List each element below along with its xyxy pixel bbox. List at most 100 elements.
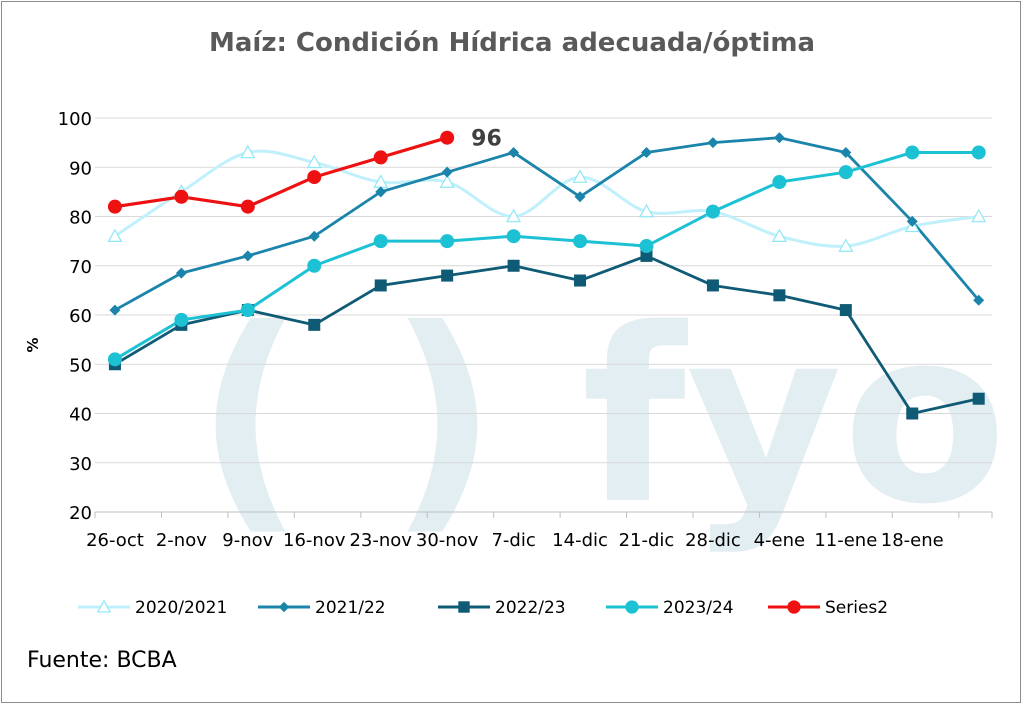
data-label: 96 bbox=[471, 127, 502, 152]
data-point-2023-24 bbox=[240, 303, 255, 318]
data-point-2020-2021 bbox=[572, 169, 588, 183]
data-point-series2 bbox=[440, 130, 455, 145]
y-axis-label: % bbox=[24, 337, 42, 352]
y-tick-label: 20 bbox=[69, 503, 92, 524]
legend-marker-series2 bbox=[787, 600, 801, 614]
data-point-2023-24 bbox=[971, 145, 986, 160]
data-point-series2 bbox=[307, 170, 322, 185]
x-tick-label: 28-dic bbox=[685, 530, 741, 551]
data-point-2021-22 bbox=[973, 294, 985, 306]
data-point-2023-24 bbox=[440, 234, 455, 249]
data-point-2022-23 bbox=[839, 304, 852, 317]
source-note: Fuente: BCBA bbox=[27, 648, 177, 673]
y-tick-label: 100 bbox=[58, 109, 92, 130]
data-point-2022-23 bbox=[308, 318, 321, 331]
data-point-2021-22 bbox=[242, 250, 254, 262]
data-point-2021-22 bbox=[773, 132, 785, 144]
data-point-2023-24 bbox=[573, 234, 588, 249]
data-point-series2 bbox=[373, 150, 388, 165]
data-point-2021-22 bbox=[441, 166, 453, 178]
x-tick-label: 9-nov bbox=[222, 530, 273, 551]
series-line-2023-24 bbox=[113, 150, 981, 361]
y-tick-label: 50 bbox=[69, 355, 92, 376]
x-tick-label: 14-dic bbox=[552, 530, 608, 551]
data-point-2021-22 bbox=[109, 304, 121, 316]
watermark: ( ) fyo bbox=[195, 277, 1007, 557]
x-tick-labels: 26-oct 2-nov 9-nov 16-nov 23-nov 30-nov 7-dic 1… bbox=[86, 512, 993, 551]
data-point-2020-2021 bbox=[971, 208, 987, 223]
x-tick-label: 16-nov bbox=[283, 530, 346, 551]
series-markers bbox=[107, 130, 987, 420]
data-point-2022-23 bbox=[374, 279, 387, 292]
data-point-2023-24 bbox=[838, 165, 853, 180]
data-point-2021-22 bbox=[574, 191, 586, 203]
data-point-2023-24 bbox=[107, 352, 122, 367]
data-point-2020-2021 bbox=[107, 228, 123, 242]
series-line-series2 bbox=[113, 136, 449, 209]
data-point-2020-2021 bbox=[838, 238, 854, 252]
data-point-2023-24 bbox=[705, 204, 720, 219]
data-point-2021-22 bbox=[375, 186, 387, 198]
x-tick-label: 18-ene bbox=[881, 530, 944, 551]
data-point-2022-23 bbox=[706, 279, 719, 292]
y-tick-labels: 20 30 40 50 60 70 80 90 100 bbox=[58, 109, 92, 524]
data-point-2020-2021 bbox=[439, 174, 455, 188]
x-tick-label: 2-nov bbox=[156, 530, 207, 551]
data-point-2023-24 bbox=[639, 239, 654, 254]
data-point-2023-24 bbox=[772, 175, 787, 190]
x-tick-label: 4-ene bbox=[754, 530, 806, 551]
data-point-2020-2021 bbox=[306, 154, 322, 169]
data-point-2023-24 bbox=[307, 258, 322, 273]
data-point-2022-23 bbox=[773, 289, 786, 302]
legend-marker-2021-22 bbox=[278, 601, 290, 613]
data-point-2021-22 bbox=[906, 215, 918, 227]
chart-title: Maíz: Condición Hídrica adecuada/óptima bbox=[209, 28, 815, 58]
y-tick-label: 80 bbox=[69, 208, 92, 229]
data-point-2021-22 bbox=[308, 230, 320, 242]
data-point-2021-22 bbox=[175, 267, 187, 279]
annotations: 96 bbox=[471, 127, 502, 152]
series-line-2022-23 bbox=[113, 254, 981, 415]
data-point-2020-2021 bbox=[771, 228, 787, 242]
legend-marker-2020-2021 bbox=[96, 599, 112, 613]
gridlines bbox=[95, 117, 992, 513]
y-tick-label: 90 bbox=[69, 158, 92, 179]
data-point-2021-22 bbox=[508, 146, 520, 158]
legend-label: Series2 bbox=[825, 598, 888, 618]
data-point-2022-23 bbox=[972, 392, 985, 405]
x-tick-label: 7-dic bbox=[491, 530, 535, 551]
series-line-2021-22 bbox=[113, 136, 981, 312]
data-point-2022-23 bbox=[640, 249, 653, 262]
data-point-series2 bbox=[107, 199, 122, 214]
y-tick-label: 60 bbox=[69, 306, 92, 327]
data-point-2023-24 bbox=[905, 145, 920, 160]
data-point-2022-23 bbox=[574, 274, 587, 287]
data-point-2020-2021 bbox=[506, 208, 522, 223]
legend-label: 2020/2021 bbox=[135, 598, 227, 618]
data-point-2021-22 bbox=[840, 146, 852, 158]
legend-marker-2023-24 bbox=[625, 600, 639, 614]
x-tick-label: 11-ene bbox=[814, 530, 877, 551]
data-point-2023-24 bbox=[506, 229, 521, 244]
data-point-2022-23 bbox=[441, 269, 454, 282]
x-tick-label: 26-oct bbox=[86, 530, 144, 551]
x-tick-label: 23-nov bbox=[349, 530, 412, 551]
data-point-2020-2021 bbox=[240, 144, 256, 159]
data-point-series2 bbox=[174, 189, 189, 204]
y-tick-label: 30 bbox=[69, 454, 92, 475]
x-tick-label: 30-nov bbox=[416, 530, 479, 551]
data-point-2022-23 bbox=[507, 259, 520, 272]
data-point-2023-24 bbox=[174, 312, 189, 327]
data-point-2021-22 bbox=[640, 146, 652, 158]
data-point-2020-2021 bbox=[638, 203, 655, 218]
y-tick-label: 40 bbox=[69, 405, 92, 426]
data-point-2021-22 bbox=[707, 137, 719, 149]
series-line-2020-2021 bbox=[113, 149, 981, 248]
data-point-series2 bbox=[240, 199, 255, 214]
legend: 2020/2021 2021/22 2022/23 2023/24 Series2 bbox=[78, 598, 888, 618]
data-point-2022-23 bbox=[906, 407, 919, 420]
series-lines bbox=[113, 136, 981, 415]
legend-label: 2023/24 bbox=[663, 598, 734, 618]
legend-label: 2021/22 bbox=[315, 598, 386, 618]
